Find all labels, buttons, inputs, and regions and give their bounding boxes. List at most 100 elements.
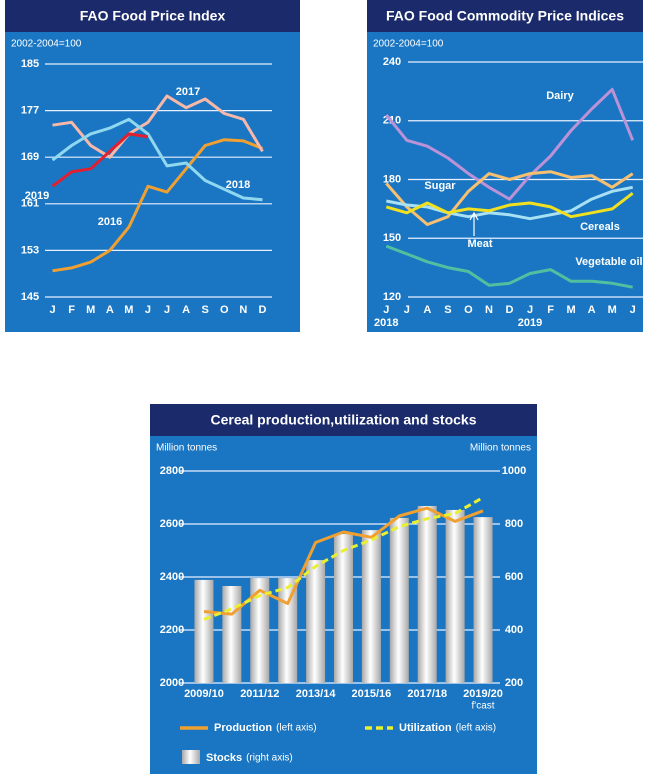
title-bar: [150, 404, 537, 436]
x-tick-label: D: [258, 304, 266, 316]
series-line: [203, 506, 484, 616]
series-label: 2018: [226, 179, 250, 191]
series-line: [51, 132, 149, 188]
y-tick-label: 161: [21, 198, 39, 210]
x-tick-label: A: [182, 304, 190, 316]
y-axis-label: Million tonnes: [156, 443, 217, 454]
y-tick-label: 169: [21, 151, 39, 163]
bar: [306, 560, 326, 683]
legend-note: (right axis): [246, 753, 293, 764]
y-tick-label: 2600: [160, 518, 184, 530]
series-line: [386, 185, 633, 221]
series-label: Vegetable oils: [575, 256, 647, 268]
legend-label: Production: [214, 722, 272, 734]
x-tick-label: J: [383, 304, 389, 316]
y-tick-label: 150: [383, 232, 401, 244]
legend-note: (left axis): [456, 723, 497, 734]
x-tick-label: 2011/12: [240, 688, 279, 700]
bar: [222, 586, 242, 683]
x-tick-label: S: [444, 304, 451, 316]
x-tick-label: N: [239, 304, 247, 316]
x-tick-label: 2009/10: [184, 688, 224, 700]
chart-title: FAO Food Price Index: [80, 8, 226, 24]
x-tick-label: M: [86, 304, 95, 316]
x-tick-label: A: [106, 304, 114, 316]
x-tick-label: D: [506, 304, 514, 316]
x-tick-label: A: [588, 304, 596, 316]
series-label: 2017: [176, 86, 200, 98]
series-label: Dairy: [546, 90, 574, 102]
chart-panel: [367, 0, 643, 332]
x-tick-label: 2015/16: [352, 688, 392, 700]
series-line: [203, 496, 484, 621]
x-tick-label: M: [608, 304, 617, 316]
bar: [334, 534, 353, 683]
x-tick-label: 2019/20: [463, 688, 503, 700]
series-line: [52, 138, 264, 273]
x-tick-label: J: [404, 304, 410, 316]
y2-tick-label: 400: [505, 624, 523, 636]
legend-note: (left axis): [276, 723, 317, 734]
bar: [194, 579, 214, 683]
bar: [417, 505, 437, 683]
x-tick-label: F: [547, 304, 554, 316]
y-tick-label: 120: [383, 291, 401, 303]
series-line: [385, 244, 633, 289]
bar: [389, 517, 409, 683]
series-label: 2019: [25, 190, 49, 202]
series-label: Sugar: [424, 180, 456, 192]
x-tick-label: J: [630, 304, 636, 316]
x-tick-label: 2017/18: [407, 688, 447, 700]
y-tick-label: 177: [21, 105, 39, 117]
y-tick-label: 2400: [160, 571, 184, 583]
y2-tick-label: 1000: [502, 465, 526, 477]
year-label: 2019: [518, 317, 542, 329]
x-tick-label: S: [202, 304, 209, 316]
series-line: [51, 117, 263, 202]
y2-tick-label: 800: [505, 518, 523, 530]
x-tick-label: M: [567, 304, 576, 316]
x-tick-label: J: [527, 304, 533, 316]
x-tick-label: J: [164, 304, 170, 316]
chart-panel: [5, 0, 300, 332]
y-tick-label: 2200: [160, 624, 184, 636]
x-tick-label: A: [423, 304, 431, 316]
x-tick-label: 2013/14: [296, 688, 337, 700]
y2-axis-label: Million tonnes: [470, 443, 531, 454]
x-tick-label: F: [68, 304, 75, 316]
y-axis-label: 2002-2004=100: [11, 39, 82, 50]
chart-title: Cereal production,utilization and stocks: [210, 412, 476, 428]
y-tick-label: 2800: [160, 465, 184, 477]
x-tick-label: O: [464, 304, 473, 316]
x-tick-label: N: [485, 304, 493, 316]
series-line: [52, 94, 264, 159]
x-tick-label: M: [124, 304, 133, 316]
y-tick-label: 145: [21, 291, 39, 303]
y2-tick-label: 200: [505, 677, 523, 689]
y2-tick-label: 600: [505, 571, 523, 583]
series-label: Cereals: [580, 221, 620, 233]
series-label: 2016: [98, 216, 122, 228]
bar: [278, 578, 298, 683]
series-line: [385, 192, 634, 219]
year-label: 2018: [374, 317, 398, 329]
bar: [250, 578, 270, 683]
bar: [361, 530, 381, 683]
y-tick-label: 2000: [160, 677, 184, 689]
x-tick-label: J: [145, 304, 151, 316]
series-line: [385, 87, 635, 201]
legend-label: Utilization: [399, 722, 452, 734]
legend-swatch: [182, 750, 200, 764]
y-tick-label: 153: [21, 244, 39, 256]
y-axis-label: 2002-2004=100: [373, 39, 444, 50]
title-bar: [5, 0, 300, 32]
legend-label: Stocks: [206, 752, 242, 764]
series-label: Meat: [467, 238, 492, 250]
y-tick-label: 185: [21, 58, 39, 70]
series-line: [385, 170, 634, 226]
meat-arrow: [469, 211, 479, 236]
bar: [473, 517, 493, 683]
x-tick-label: J: [49, 304, 55, 316]
bar: [445, 509, 465, 683]
